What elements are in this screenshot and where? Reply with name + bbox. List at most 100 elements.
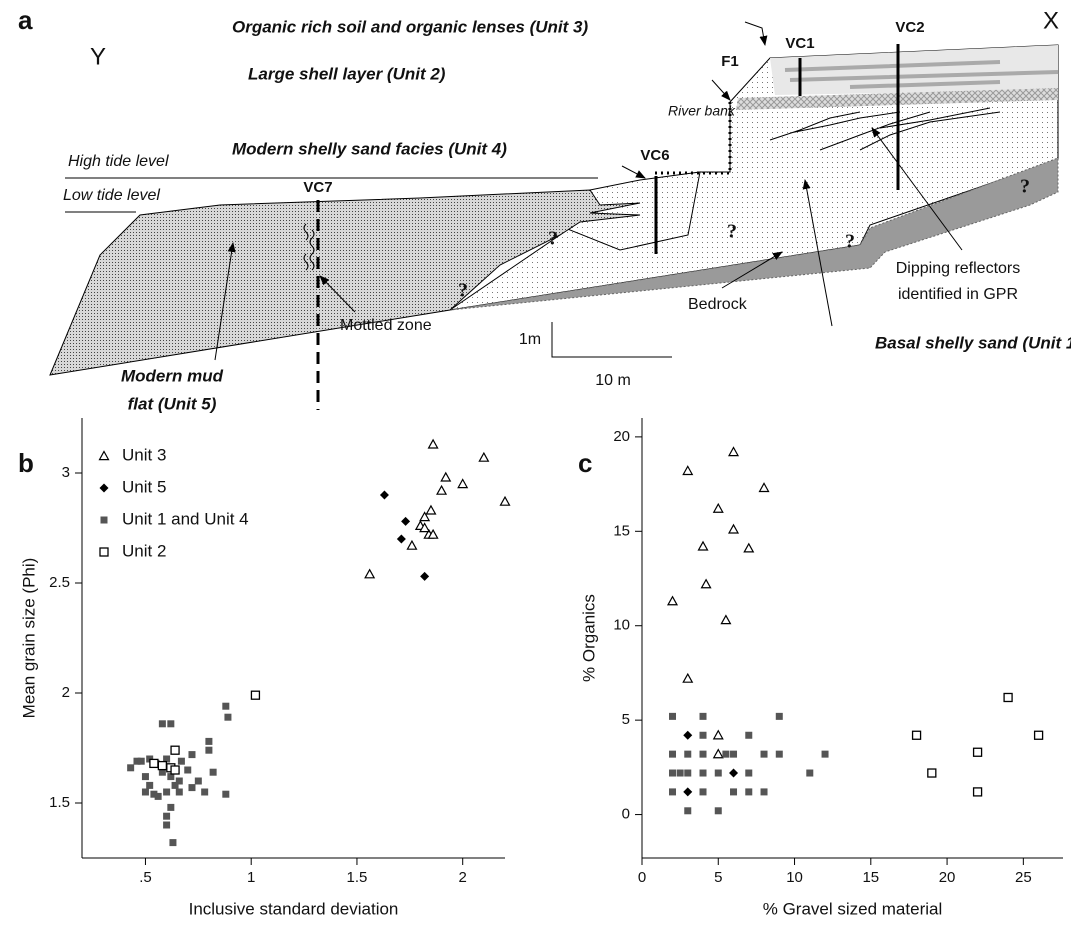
x-tick-label: 10 (786, 869, 803, 886)
point (775, 750, 783, 758)
river-bank-label: River bank (668, 103, 736, 119)
question-mark: ? (548, 228, 558, 250)
question-mark: ? (458, 280, 468, 302)
scale-label: 1m (519, 331, 541, 348)
x-tick-label: 25 (1015, 869, 1032, 886)
point (177, 757, 185, 765)
point (425, 504, 437, 515)
point (972, 787, 983, 797)
unit3-lenses (784, 60, 1059, 89)
point (163, 788, 171, 796)
panel-a-text: a Y X Organic rich soil and organic lens… (18, 5, 1071, 478)
point (167, 803, 175, 811)
point (427, 528, 439, 539)
point (170, 745, 180, 755)
bedrock-label: Bedrock (688, 296, 748, 313)
core-label: VC1 (785, 35, 814, 52)
bedrock (449, 157, 1059, 311)
point (728, 523, 740, 534)
point (697, 540, 709, 551)
arrows (214, 21, 963, 361)
point (758, 482, 770, 493)
point (911, 730, 922, 740)
point (209, 768, 217, 776)
unit-label: Organic rich soil and organic lenses (Un… (232, 17, 588, 36)
y-tick-label: 15 (613, 522, 630, 539)
point (1003, 692, 1013, 703)
point (821, 750, 829, 758)
tide-dotted (655, 100, 732, 175)
point (699, 788, 707, 796)
y-tick-label: 1.5 (49, 794, 70, 811)
question-mark: ? (727, 221, 737, 243)
y-axis-label: Mean grain size (Phi) (19, 558, 38, 719)
point (729, 768, 739, 778)
point (194, 777, 202, 785)
point (141, 773, 149, 781)
point (745, 731, 753, 739)
point (250, 690, 261, 700)
point (396, 534, 406, 544)
core-label: VC2 (895, 19, 924, 36)
x-tick-label: 2 (459, 869, 467, 886)
reflector-label: identified in GPR (898, 286, 1018, 303)
point (676, 769, 684, 777)
x-tick-label: 20 (939, 869, 956, 886)
point (379, 490, 389, 500)
x-tick-label: 15 (862, 869, 879, 886)
point (141, 788, 149, 796)
point (683, 787, 693, 797)
x-tick-label: 0 (638, 869, 646, 886)
end-label: Y (90, 43, 106, 70)
scale-label: 10 m (595, 372, 631, 389)
point (666, 595, 679, 606)
legend-marker (100, 516, 108, 524)
panel-label: b (18, 448, 34, 478)
point (163, 812, 171, 820)
scale-bar (551, 322, 672, 358)
reflector-label: Dipping reflectors (896, 260, 1021, 277)
point (699, 769, 707, 777)
point (150, 790, 158, 798)
point (205, 746, 213, 754)
point (175, 777, 183, 785)
point (364, 568, 376, 579)
point (163, 821, 171, 829)
legend-label: Unit 3 (122, 445, 166, 464)
point (712, 748, 724, 759)
point (157, 760, 168, 771)
point (222, 790, 230, 798)
point (167, 773, 175, 781)
unit-label: flat (Unit 5) (128, 394, 217, 413)
point (169, 839, 177, 847)
point (760, 750, 768, 758)
point (669, 712, 677, 720)
point (175, 788, 183, 796)
point (188, 751, 196, 759)
legend-label: Unit 1 and Unit 4 (122, 509, 249, 528)
panel-label: a (18, 5, 33, 35)
point (127, 764, 135, 772)
point (683, 730, 693, 740)
point (669, 769, 677, 777)
point (730, 750, 738, 758)
point (170, 765, 180, 775)
point (224, 713, 232, 721)
point (158, 768, 166, 776)
point (163, 755, 171, 763)
point (154, 792, 162, 800)
point (682, 672, 694, 683)
y-tick-label: 3 (62, 464, 70, 481)
point (699, 712, 707, 720)
point (419, 522, 431, 533)
legend-label: Unit 5 (122, 477, 166, 496)
point (684, 807, 692, 815)
point (133, 757, 141, 765)
point (499, 495, 511, 506)
point (684, 769, 692, 777)
point (401, 516, 411, 526)
unit-label: Large shell layer (Unit 2) (248, 64, 446, 83)
x-tick-label: 1.5 (347, 869, 368, 886)
point (699, 731, 707, 739)
